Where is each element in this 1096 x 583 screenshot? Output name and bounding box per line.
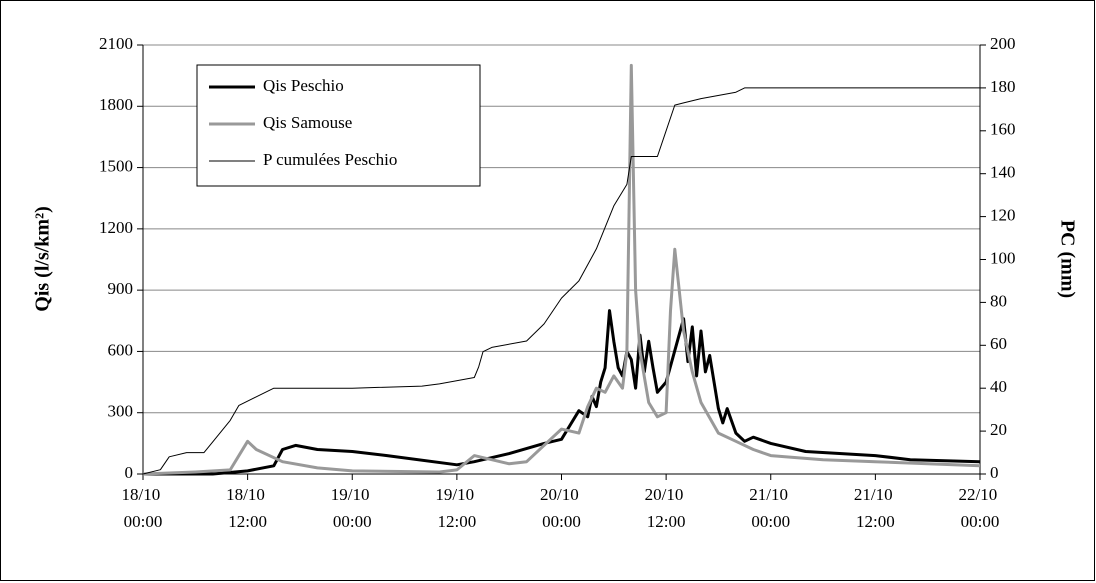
- y2-tick-label: 100: [990, 248, 1016, 267]
- line-series: [142, 63, 981, 476]
- x-tick-label: 20/10 12:00: [645, 485, 688, 531]
- x-tick-label: 21/10 00:00: [749, 485, 792, 531]
- x-tick-label: 21/10 12:00: [854, 485, 897, 531]
- y-tick-label: 900: [108, 279, 134, 298]
- x-tick-label: 18/10 12:00: [226, 485, 269, 531]
- y-tick-label: 1200: [99, 218, 133, 237]
- line-series: [142, 87, 980, 475]
- x-tick-label: 19/10 12:00: [435, 485, 478, 531]
- legend-label: P cumulées Peschio: [263, 150, 397, 169]
- x-tick-label: 22/10 00:00: [959, 485, 1002, 531]
- y2-tick-label: 180: [990, 77, 1016, 96]
- y-tick-label: 1500: [99, 156, 133, 175]
- y2-tick-label: 60: [990, 334, 1007, 353]
- y2-tick-label: 40: [990, 377, 1007, 396]
- x-tick-label: 19/10 00:00: [331, 485, 374, 531]
- y-tick-label: 600: [108, 340, 134, 359]
- y-tick-label: 1800: [99, 95, 133, 114]
- legend-label: Qis Peschio: [263, 76, 344, 95]
- y-tick-label: 0: [125, 463, 134, 482]
- y2-tick-label: 120: [990, 206, 1016, 225]
- y-tick-label: 300: [108, 402, 134, 421]
- line-series: [143, 309, 981, 476]
- x-tick-label: 18/10 00:00: [122, 485, 165, 531]
- y-tick-label: 2100: [99, 34, 133, 53]
- y2-tick-label: 20: [990, 420, 1007, 439]
- y2-tick-label: 160: [990, 120, 1016, 139]
- y2-axis-title: PC (mm): [1056, 220, 1078, 298]
- x-tick-label: 20/10 00:00: [540, 485, 583, 531]
- y2-tick-label: 140: [990, 163, 1016, 182]
- y-axis-title: Qis (l/s/km²): [32, 206, 54, 311]
- y2-tick-label: 200: [990, 34, 1016, 53]
- y2-tick-label: 80: [990, 291, 1007, 310]
- y2-tick-label: 0: [990, 463, 999, 482]
- legend-label: Qis Samouse: [263, 113, 352, 132]
